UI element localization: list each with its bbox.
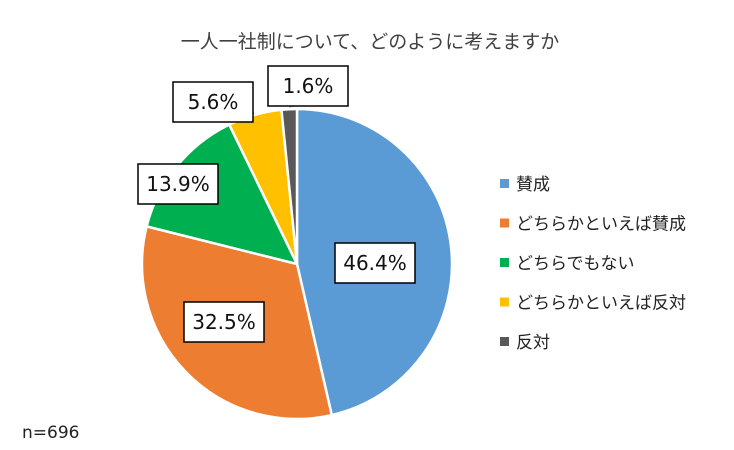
data-label-2: 32.5%	[192, 310, 256, 334]
legend-swatch-5	[500, 337, 509, 346]
legend-label-2: どちらかといえば賛成	[516, 215, 686, 235]
chart-title: 一人一社制について、どのように考えますか	[181, 31, 559, 53]
data-label-1: 46.4%	[343, 251, 407, 275]
pie-slices	[140, 107, 454, 421]
legend-label-3: どちらでもない	[516, 254, 635, 274]
legend-swatch-2	[500, 218, 509, 228]
data-label-4: 5.6%	[188, 90, 239, 114]
data-label-box-4	[172, 81, 254, 123]
legend-swatch-1	[500, 179, 509, 188]
legend-label-1: 賛成	[516, 175, 550, 195]
data-labels: 46.4% 32.5% 13.9% 5.6% 1.6%	[137, 65, 416, 343]
legend-label-5: 反対	[516, 333, 550, 353]
data-label-box-1	[334, 242, 416, 284]
data-label-3: 13.9%	[146, 172, 210, 196]
sample-size-note: n=696	[22, 423, 79, 443]
legend-swatch-4	[500, 297, 509, 307]
data-label-box-2	[183, 301, 265, 343]
data-label-box-3	[137, 163, 219, 205]
pie-slice-5	[280, 107, 299, 266]
data-label-5: 1.6%	[283, 74, 334, 98]
data-label-box-5	[267, 65, 349, 107]
legend-swatch-3	[500, 258, 509, 267]
legend-label-4: どちらかといえば反対	[516, 294, 686, 314]
